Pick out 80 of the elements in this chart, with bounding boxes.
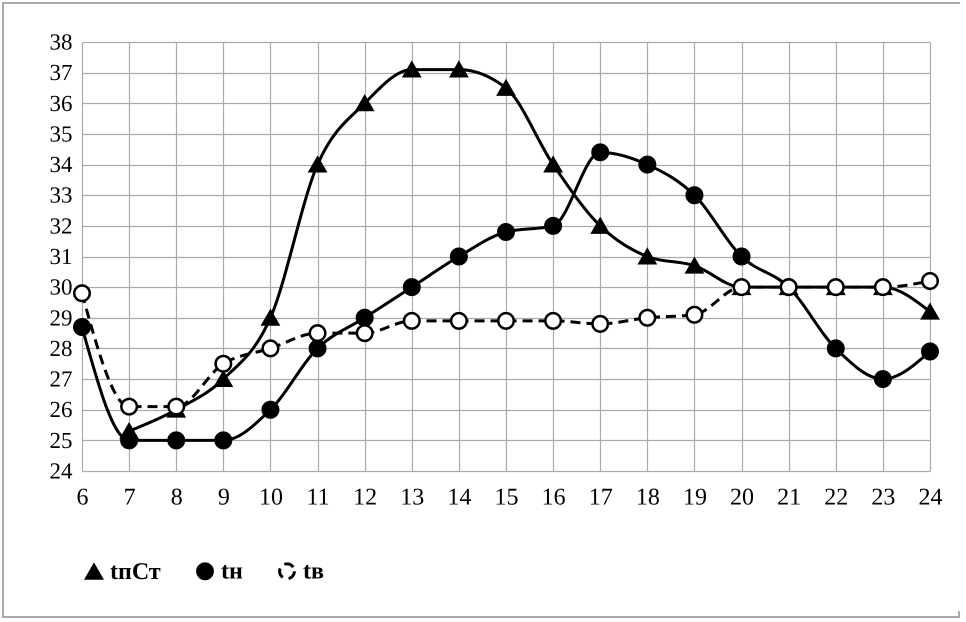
x-tick-label: 15 bbox=[494, 484, 518, 510]
point bbox=[638, 308, 656, 327]
y-tick-label: 25 bbox=[50, 428, 72, 453]
x-tick-label: 19 bbox=[682, 484, 707, 510]
point bbox=[356, 308, 374, 327]
point bbox=[544, 312, 562, 330]
x-tick-label: 10 bbox=[258, 484, 283, 510]
x-tick-label: 20 bbox=[730, 484, 754, 510]
point bbox=[261, 400, 280, 419]
point bbox=[685, 306, 704, 324]
point bbox=[402, 312, 421, 330]
x-tick-label: 21 bbox=[777, 484, 802, 510]
point bbox=[921, 272, 939, 290]
point bbox=[638, 156, 656, 174]
point bbox=[402, 278, 421, 296]
point bbox=[120, 398, 138, 416]
point bbox=[497, 223, 515, 241]
y-tick-label: 32 bbox=[50, 213, 72, 238]
legend-label: tв bbox=[303, 558, 324, 584]
point bbox=[874, 370, 892, 388]
y-tick-label: 33 bbox=[50, 182, 72, 208]
point bbox=[591, 218, 610, 234]
point bbox=[732, 248, 751, 266]
x-tick-label: 22 bbox=[824, 484, 848, 510]
point bbox=[591, 314, 610, 333]
y-tick-label: 38 bbox=[50, 30, 72, 54]
point bbox=[544, 216, 562, 235]
point bbox=[73, 318, 91, 336]
point bbox=[450, 248, 468, 266]
point bbox=[308, 156, 327, 173]
y-tick-label: 24 bbox=[50, 458, 73, 484]
x-tick-label: 14 bbox=[447, 484, 472, 510]
point bbox=[402, 62, 421, 78]
point bbox=[638, 248, 656, 264]
x-tick-label: 18 bbox=[636, 484, 660, 510]
x-tick-label: 11 bbox=[306, 484, 330, 510]
y-tick-label: 26 bbox=[50, 397, 72, 422]
y-tick-label: 35 bbox=[50, 121, 72, 146]
x-tick-label: 17 bbox=[588, 484, 613, 510]
point bbox=[544, 156, 562, 173]
legend-label: tн bbox=[221, 558, 243, 584]
x-tick-label: 7 bbox=[124, 484, 136, 510]
point bbox=[497, 80, 515, 96]
x-tick-label: 9 bbox=[218, 484, 230, 510]
point bbox=[685, 186, 704, 204]
y-tick-label: 28 bbox=[50, 336, 72, 361]
point bbox=[497, 312, 515, 330]
x-tick-label: 23 bbox=[871, 484, 896, 510]
point bbox=[450, 312, 468, 330]
point bbox=[214, 371, 232, 388]
point bbox=[308, 339, 327, 358]
y-tick-label: 31 bbox=[50, 244, 72, 269]
x-tick-label: 16 bbox=[542, 484, 566, 510]
point bbox=[214, 431, 232, 450]
y-tick-label: 27 bbox=[50, 366, 72, 392]
point bbox=[261, 339, 280, 358]
x-tick-label: 12 bbox=[353, 484, 378, 510]
point bbox=[921, 342, 939, 360]
x-tick-label: 6 bbox=[76, 484, 88, 510]
y-tick-label: 34 bbox=[50, 152, 73, 178]
x-tick-label: 8 bbox=[170, 484, 183, 510]
point bbox=[73, 284, 91, 302]
point bbox=[826, 339, 845, 358]
point bbox=[167, 431, 186, 450]
point bbox=[356, 95, 374, 112]
x-tick-label: 13 bbox=[400, 484, 424, 510]
point bbox=[921, 304, 939, 320]
point bbox=[214, 354, 232, 373]
y-tick-label: 36 bbox=[50, 90, 72, 116]
point bbox=[261, 310, 280, 326]
legend-label: tпСт bbox=[110, 558, 161, 585]
y-tick-label: 29 bbox=[50, 305, 72, 330]
point bbox=[685, 258, 704, 274]
y-tick-label: 37 bbox=[50, 60, 72, 86]
x-tick-label: 24 bbox=[918, 484, 942, 510]
y-tick-label: 30 bbox=[50, 274, 72, 300]
point bbox=[308, 324, 327, 342]
point bbox=[450, 62, 468, 78]
point bbox=[356, 324, 374, 342]
point bbox=[591, 143, 610, 162]
